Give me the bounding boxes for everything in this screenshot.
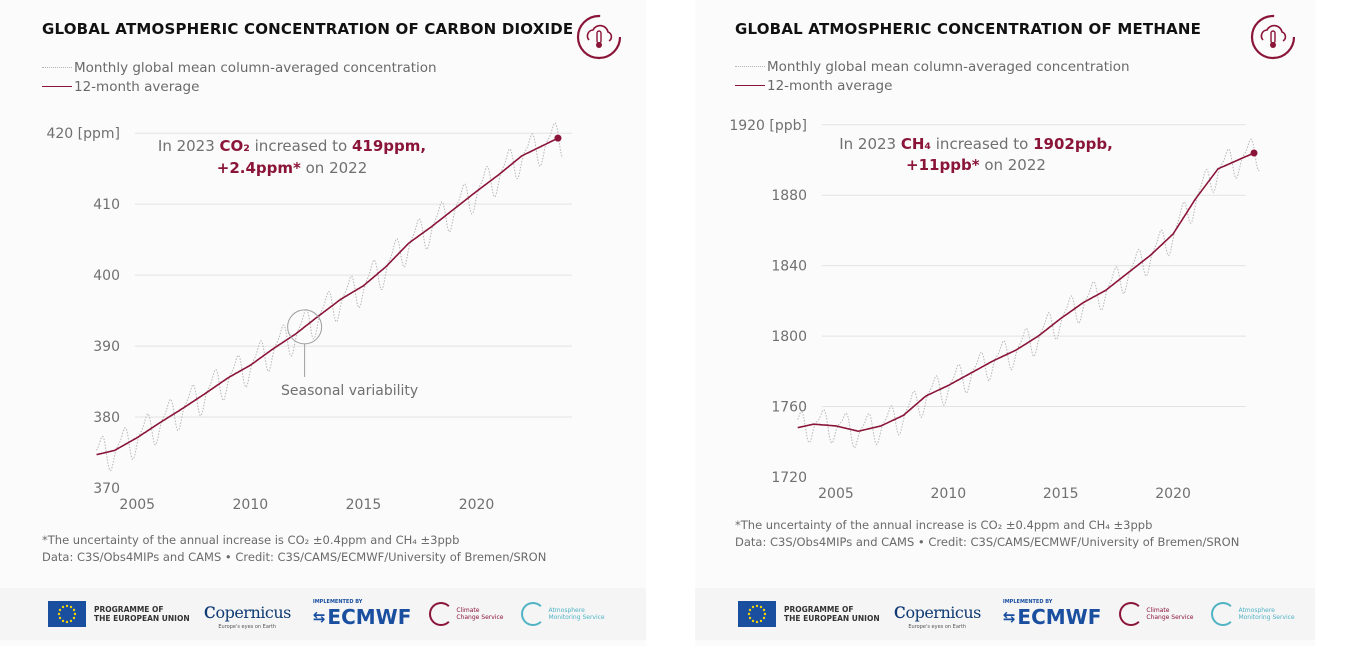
copernicus-logo: copernicus Europe's eyes on Earth xyxy=(893,598,982,630)
c3s-logo: Climate Change Service xyxy=(1119,602,1193,626)
average-series-line xyxy=(797,152,1255,433)
cams-logo: Atmosphere Monitoring Service xyxy=(521,602,605,626)
climate-thermometer-icon xyxy=(1250,14,1296,60)
annotation-line-1: In 2023 CH₄ increased to 1902ppb, xyxy=(839,135,1113,153)
callout-label: Seasonal variability xyxy=(281,383,418,399)
chart-footnotes: *The uncertainty of the annual increase … xyxy=(735,517,1239,551)
latest-value-dot xyxy=(1250,149,1258,157)
legend-swatch-dotted xyxy=(42,67,72,68)
callout-ring xyxy=(287,309,323,345)
ecmwf-mark-icon: ⇆ xyxy=(312,608,326,626)
c3s-logo: Climate Change Service xyxy=(429,602,503,626)
average-series-line xyxy=(96,137,559,456)
eu-programme-logo: PROGRAMME OF THE EUROPEAN UNION xyxy=(784,605,880,623)
partner-logos: PROGRAMME OF THE EUROPEAN UNION copernicu… xyxy=(738,590,1295,638)
eu-flag-icon xyxy=(738,601,776,627)
climate-thermometer-icon xyxy=(576,14,622,60)
chart-title: GLOBAL ATMOSPHERIC CONCENTRATION OF METH… xyxy=(735,20,1202,38)
legend-swatch-solid xyxy=(735,85,765,86)
legend-item-average: 12-month average xyxy=(735,76,1130,95)
annotation-line-2: +2.4ppm* on 2022 xyxy=(217,159,368,177)
x-tick-label: 2010 xyxy=(233,497,269,513)
annotation-line-1: In 2023 CO₂ increased to 419ppm, xyxy=(158,137,426,155)
y-tick-label: 1840 xyxy=(771,259,807,275)
ecmwf-logo: IMPLEMENTED BY ⇆ ECMWF xyxy=(1002,599,1102,629)
y-tick-label: 420 [ppm] xyxy=(46,126,120,142)
y-tick-label: 1880 xyxy=(771,188,807,204)
x-tick-label: 2005 xyxy=(119,497,155,513)
chart-legend: Monthly global mean column-averaged conc… xyxy=(42,58,437,96)
legend-label-monthly: Monthly global mean column-averaged conc… xyxy=(767,58,1130,75)
legend-label-monthly: Monthly global mean column-averaged conc… xyxy=(74,59,437,76)
legend-label-average: 12-month average xyxy=(74,78,200,95)
x-tick-label: 2020 xyxy=(459,497,495,513)
eu-programme-logo: PROGRAMME OF THE EUROPEAN UNION xyxy=(94,605,190,623)
y-tick-label: 390 xyxy=(93,339,120,355)
y-tick-label: 370 xyxy=(93,481,120,497)
x-tick-label: 2005 xyxy=(818,486,854,502)
data-credit: Data: C3S/Obs4MIPs and CAMS • Credit: C3… xyxy=(735,535,1240,549)
x-tick-label: 2015 xyxy=(346,497,382,513)
y-tick-label: 1720 xyxy=(771,470,807,486)
x-tick-label: 2020 xyxy=(1155,486,1191,502)
data-credit: Data: C3S/Obs4MIPs and CAMS • Credit: C3… xyxy=(42,550,547,564)
y-tick-label: 1760 xyxy=(771,400,807,416)
ch4-panel: GLOBAL ATMOSPHERIC CONCENTRATION OF METH… xyxy=(695,0,1315,646)
legend-swatch-dotted xyxy=(735,66,765,67)
legend-swatch-solid xyxy=(42,86,72,87)
c3s-circle-icon xyxy=(429,602,454,626)
co2-line-chart: 370 380 390 400 410 420 [ppm] 2005 2010 2015 202… xyxy=(46,122,572,513)
uncertainty-footnote: *The uncertainty of the annual increase … xyxy=(735,518,1153,532)
ecmwf-mark-icon: ⇆ xyxy=(1002,608,1016,626)
y-tick-label: 380 xyxy=(93,410,120,426)
legend-item-average: 12-month average xyxy=(42,77,437,96)
y-tick-label: 1920 [ppb] xyxy=(729,118,807,134)
y-tick-label: 410 xyxy=(93,197,120,213)
latest-value-dot xyxy=(554,134,562,142)
chart-footnotes: *The uncertainty of the annual increase … xyxy=(42,532,546,566)
chart-legend: Monthly global mean column-averaged conc… xyxy=(735,57,1130,95)
chart-title: GLOBAL ATMOSPHERIC CONCENTRATION OF CARB… xyxy=(42,20,574,38)
partner-logos: PROGRAMME OF THE EUROPEAN UNION copernicu… xyxy=(48,590,605,638)
eu-flag-icon xyxy=(48,601,86,627)
ecmwf-logo: IMPLEMENTED BY ⇆ ECMWF xyxy=(312,599,412,629)
legend-item-monthly: Monthly global mean column-averaged conc… xyxy=(735,57,1130,76)
x-tick-label: 2010 xyxy=(931,486,967,502)
x-tick-label: 2015 xyxy=(1043,486,1079,502)
ch4-line-chart: 1720 1760 1800 1840 1880 1920 [ppb] 2005 2010 2… xyxy=(729,118,1260,502)
cams-logo: Atmosphere Monitoring Service xyxy=(1211,602,1295,626)
monthly-series-line xyxy=(797,138,1260,449)
seasonal-variability-callout: Seasonal variability xyxy=(281,309,418,399)
y-tick-label: 1800 xyxy=(771,329,807,345)
legend-label-average: 12-month average xyxy=(767,77,893,94)
cams-circle-icon xyxy=(521,602,546,626)
c3s-circle-icon xyxy=(1119,602,1144,626)
annotation-line-2: +11ppb* on 2022 xyxy=(906,156,1046,174)
co2-panel: GLOBAL ATMOSPHERIC CONCENTRATION OF CARB… xyxy=(0,0,646,646)
uncertainty-footnote: *The uncertainty of the annual increase … xyxy=(42,533,460,547)
cams-circle-icon xyxy=(1211,602,1236,626)
legend-item-monthly: Monthly global mean column-averaged conc… xyxy=(42,58,437,77)
y-tick-label: 400 xyxy=(93,268,120,284)
copernicus-logo: copernicus Europe's eyes on Earth xyxy=(203,598,292,630)
